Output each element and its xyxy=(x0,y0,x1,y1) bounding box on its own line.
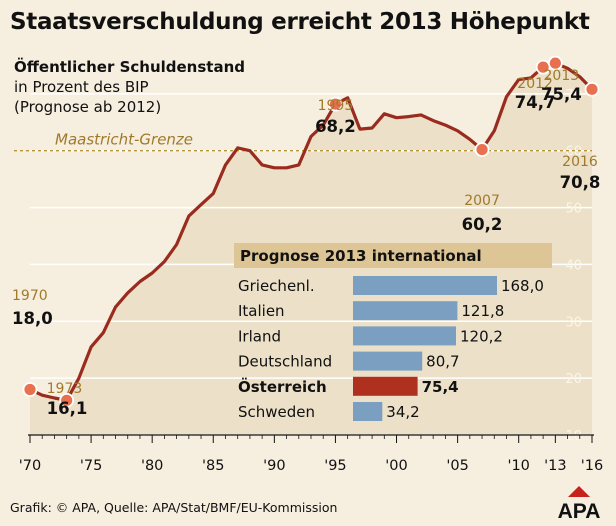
annotation-year: 2012 xyxy=(517,76,553,92)
data-point-marker xyxy=(584,81,600,97)
x-tick-label: '05 xyxy=(446,458,468,474)
y-tick-label: 70 xyxy=(565,88,582,103)
bar-value-label: 168,0 xyxy=(501,277,544,295)
chart-title: Staatsverschuldung erreicht 2013 Höhepun… xyxy=(10,9,590,35)
apa-logo: APA xyxy=(558,486,601,520)
maastricht-label: Maastricht-Grenze xyxy=(55,131,193,149)
bar xyxy=(353,301,458,321)
annotation-year: 2013 xyxy=(544,68,580,84)
x-tick-label: '90 xyxy=(263,458,285,474)
data-point-marker xyxy=(59,392,75,408)
x-tick-label: '16 xyxy=(581,458,603,474)
annotation-value: 70,8 xyxy=(560,173,601,192)
bar-category-label: Irland xyxy=(238,327,281,345)
annotation-year: 2016 xyxy=(562,154,598,170)
bar-value-label: 75,4 xyxy=(422,378,459,396)
y-tick-label: 30 xyxy=(565,315,582,330)
annotation-value: 74,7 xyxy=(515,93,556,112)
y-tick-label: 50 xyxy=(565,202,582,217)
x-tick-label: '00 xyxy=(385,458,407,474)
data-point-marker xyxy=(22,382,38,397)
bar-value-label: 34,2 xyxy=(386,403,419,421)
bar xyxy=(353,351,423,371)
x-tick-label: '75 xyxy=(80,458,102,474)
x-tick-label: '95 xyxy=(324,458,346,474)
x-tick-label: '13 xyxy=(544,458,566,474)
bar-category-label: Italien xyxy=(238,302,285,320)
annotation-value: 60,2 xyxy=(462,215,503,234)
annotation-year: 1995 xyxy=(318,98,354,114)
debt-line xyxy=(29,61,594,402)
bar xyxy=(353,326,456,346)
chart-subtitle: Öffentlicher Schuldenstand xyxy=(14,58,245,76)
x-tick-label: '85 xyxy=(202,458,224,474)
annotation-year: 1970 xyxy=(12,288,48,304)
chart-subtitle-note: (Prognose ab 2012) xyxy=(14,98,162,116)
x-tick-label: '10 xyxy=(507,458,529,474)
apa-logo-text: APA xyxy=(558,500,601,520)
bar-category-label: Schweden xyxy=(238,403,315,421)
bar xyxy=(353,402,383,421)
bar-highlight xyxy=(353,376,418,396)
bar-value-label: 120,2 xyxy=(460,327,503,345)
annotation-year: 2007 xyxy=(464,193,500,209)
data-point-marker xyxy=(328,96,343,112)
x-tick-label: '80 xyxy=(141,458,163,474)
bar xyxy=(353,276,497,295)
bar-value-label: 80,7 xyxy=(426,353,459,371)
bar-category-label: Deutschland xyxy=(238,353,332,371)
x-tick-label: '70 xyxy=(19,458,41,474)
bar-value-label: 121,8 xyxy=(461,302,504,320)
y-tick-label: 10 xyxy=(565,429,582,444)
chart-subtitle-unit: in Prozent des BIP xyxy=(14,78,149,96)
bar-category-label: Griechenl. xyxy=(238,277,315,295)
y-tick-label: 20 xyxy=(565,372,582,387)
annotation-year: 1973 xyxy=(47,381,83,397)
annotation-value: 75,4 xyxy=(541,85,582,104)
annotation-value: 68,2 xyxy=(315,117,356,136)
y-tick-label: 40 xyxy=(565,258,582,273)
annotation-value: 16,1 xyxy=(47,399,88,418)
annotation-value: 18,0 xyxy=(12,309,53,328)
y-tick-label: 60 xyxy=(565,145,582,160)
data-point-marker xyxy=(547,55,563,71)
bar-category-label: Österreich xyxy=(238,377,327,396)
data-point-marker xyxy=(474,142,490,157)
inset-title: Prognose 2013 international xyxy=(240,247,482,265)
source-note: Grafik: © APA, Quelle: APA/Stat/BMF/EU-K… xyxy=(10,500,338,515)
inset-header-bg xyxy=(234,243,552,268)
